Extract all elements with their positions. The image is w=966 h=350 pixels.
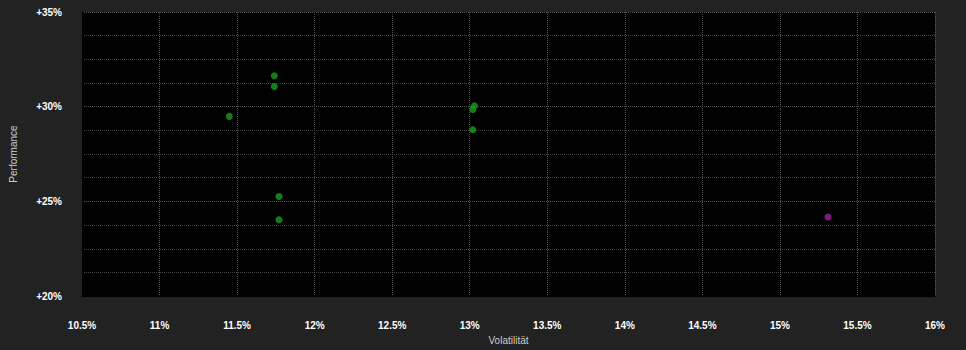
svg-text:15.5%: 15.5% — [843, 320, 871, 331]
svg-text:Volatilität: Volatilität — [488, 335, 528, 346]
svg-text:13%: 13% — [460, 320, 480, 331]
svg-text:14.5%: 14.5% — [688, 320, 716, 331]
svg-text:+30%: +30% — [36, 101, 62, 112]
svg-text:10.5%: 10.5% — [68, 320, 96, 331]
svg-text:16%: 16% — [925, 320, 945, 331]
svg-text:12.5%: 12.5% — [378, 320, 406, 331]
svg-text:13.5%: 13.5% — [533, 320, 561, 331]
svg-text:+20%: +20% — [36, 291, 62, 302]
svg-text:Performance: Performance — [8, 125, 19, 183]
svg-text:+25%: +25% — [36, 196, 62, 207]
svg-text:+35%: +35% — [36, 7, 62, 18]
svg-text:11.5%: 11.5% — [223, 320, 251, 331]
svg-text:15%: 15% — [770, 320, 790, 331]
svg-text:11%: 11% — [150, 320, 170, 331]
svg-text:14%: 14% — [615, 320, 635, 331]
svg-text:12%: 12% — [305, 320, 325, 331]
